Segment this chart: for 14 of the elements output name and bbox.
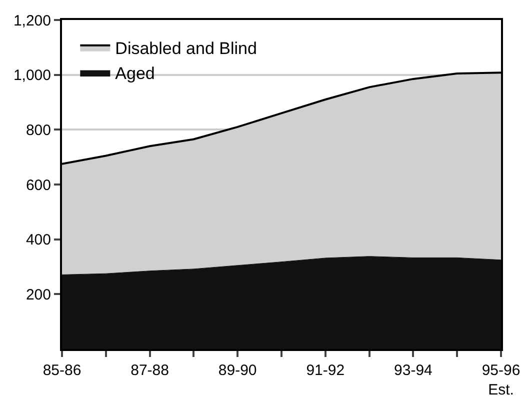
x-tick-label: 95-96 Est. bbox=[482, 362, 520, 398]
y-tick-label: 400 bbox=[26, 232, 51, 249]
legend-label: Disabled and Blind bbox=[115, 39, 257, 58]
x-tick-label: 87-88 bbox=[130, 362, 169, 379]
y-tick-label: 1,200 bbox=[13, 12, 51, 30]
y-tick-label: 200 bbox=[26, 286, 51, 304]
x-tick-label: 91-92 bbox=[306, 362, 345, 379]
legend-label: Aged bbox=[115, 64, 155, 84]
x-tick-label: 89-90 bbox=[218, 362, 257, 379]
x-tick-label: 85-86 bbox=[42, 362, 82, 379]
x-tick-label: 93-94 bbox=[394, 362, 432, 379]
y-tick-label: 1,000 bbox=[13, 67, 51, 84]
y-tick-label: 600 bbox=[26, 176, 51, 194]
y-tick-label: 800 bbox=[26, 122, 51, 139]
